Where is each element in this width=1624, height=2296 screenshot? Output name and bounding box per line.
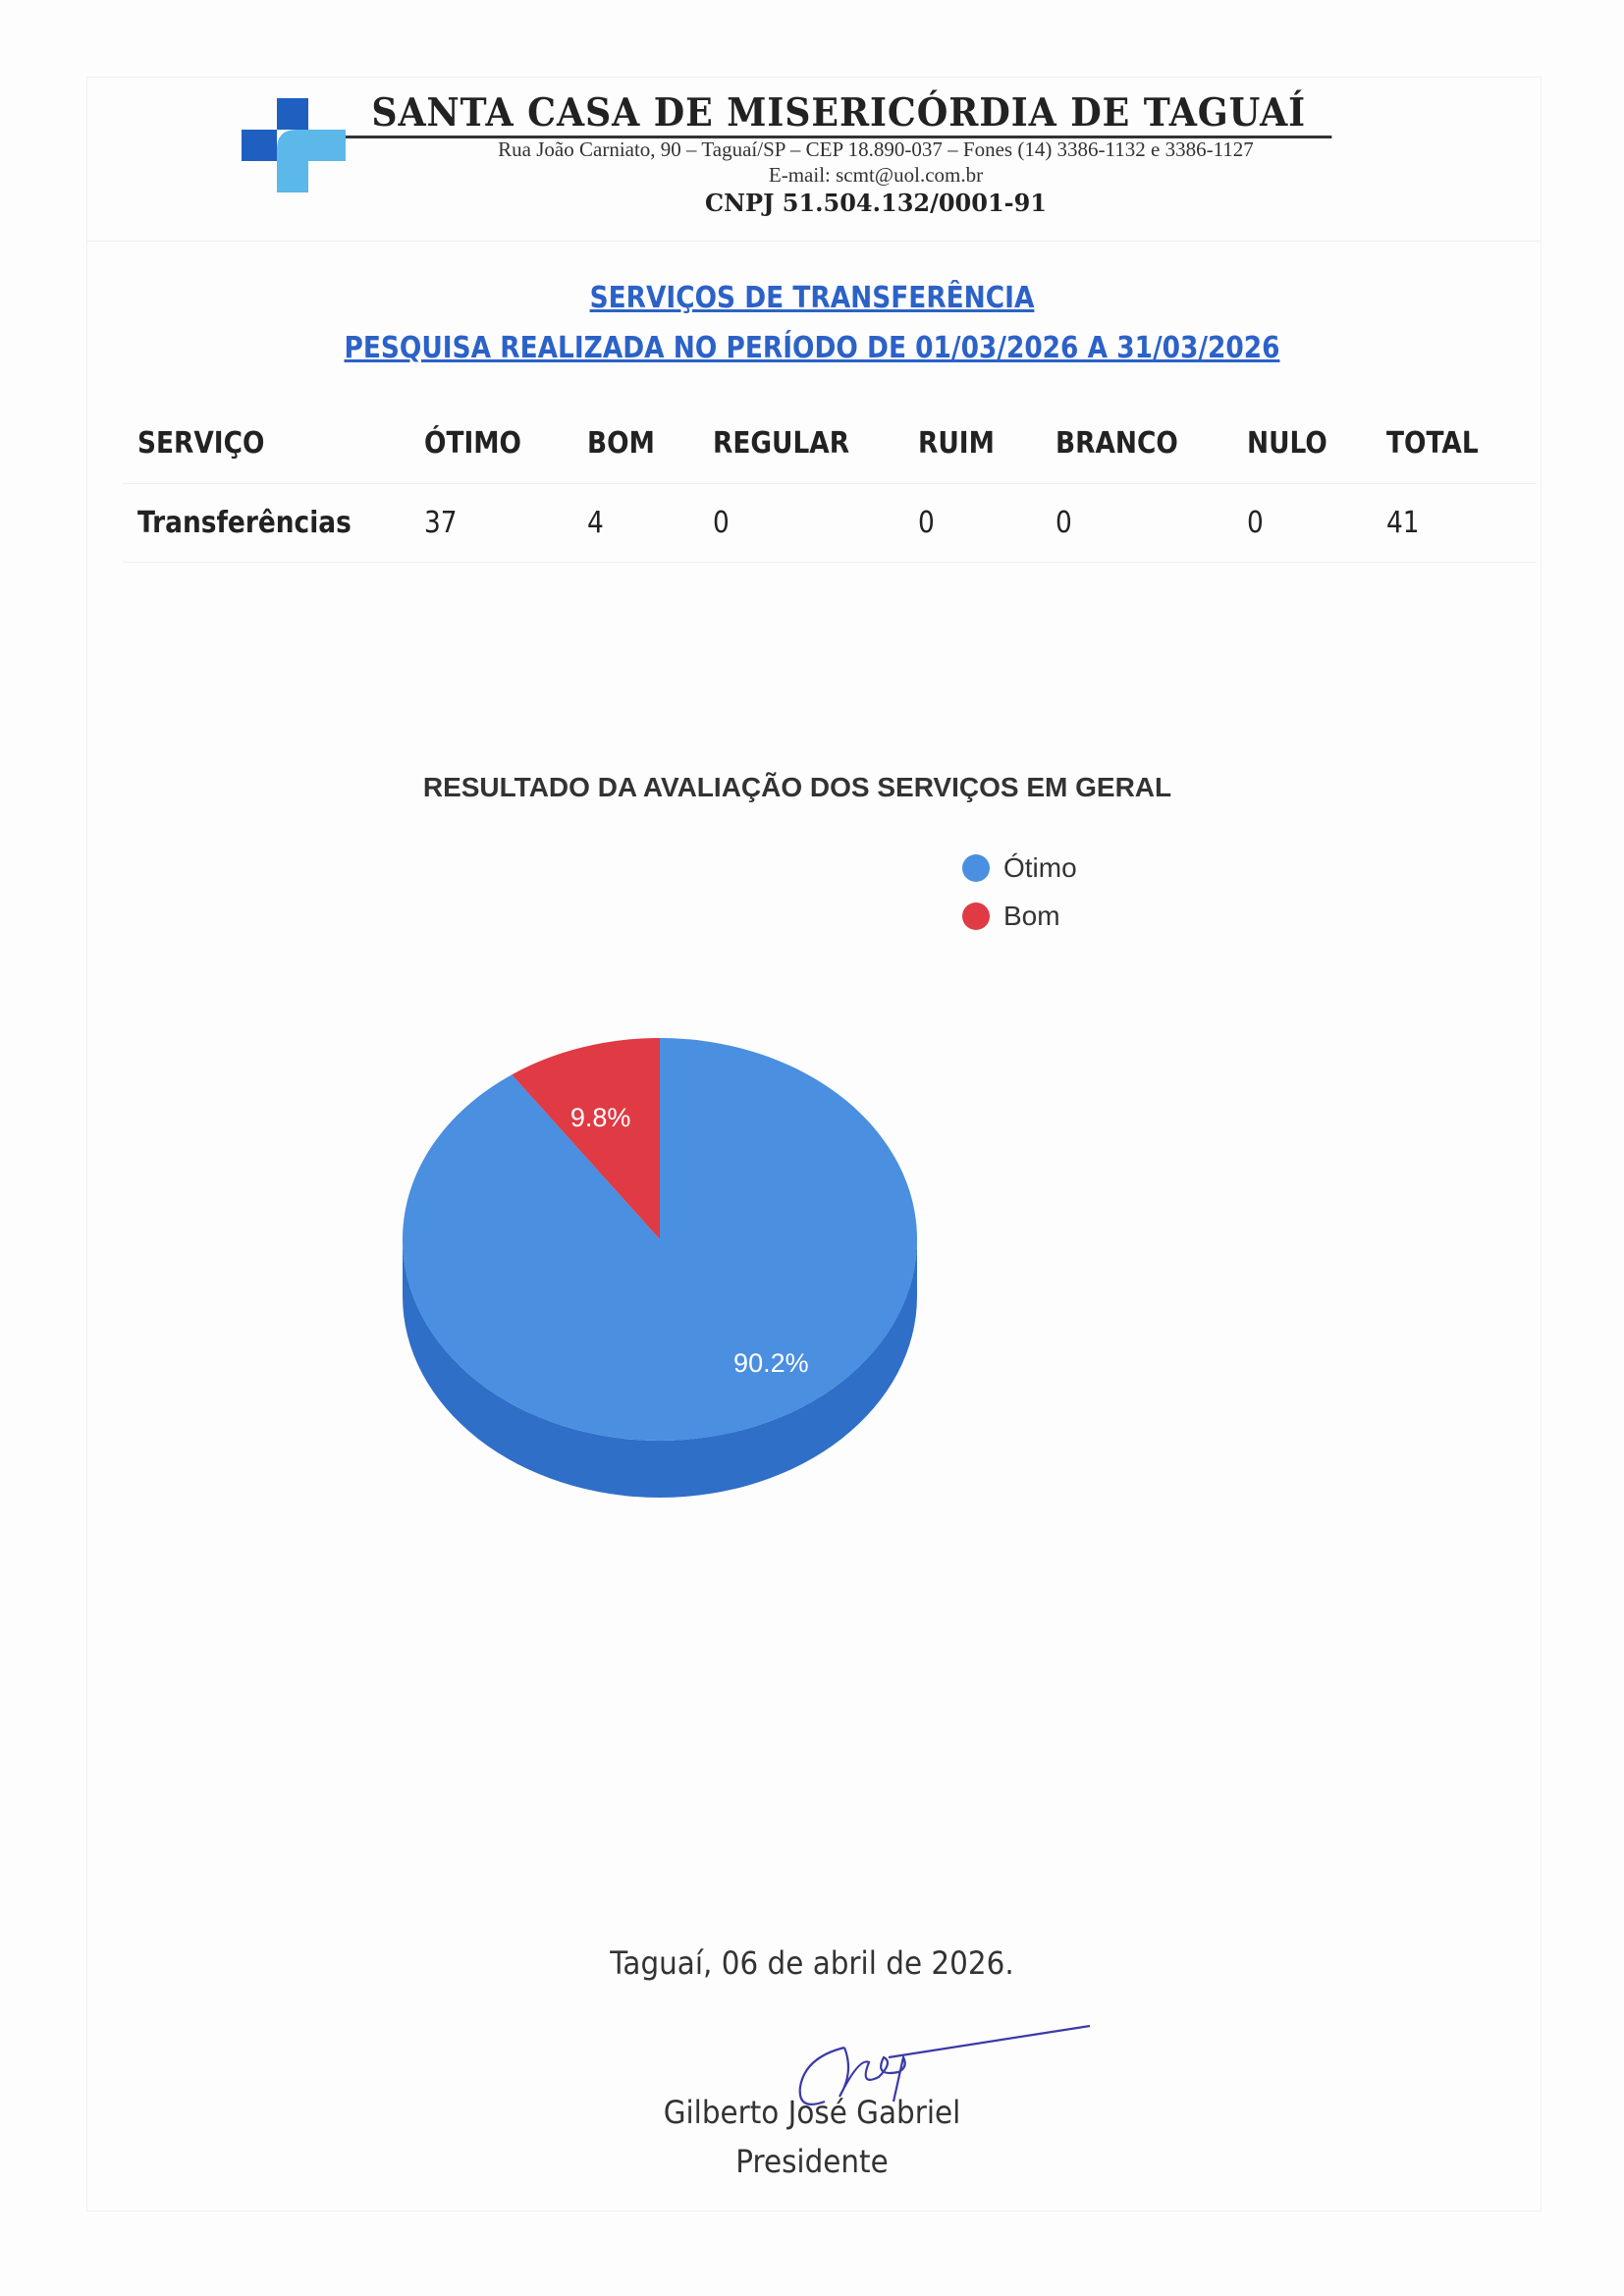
col-header: RUIM: [918, 426, 995, 461]
legend-label: Bom: [1003, 901, 1060, 931]
row-divider: [123, 483, 1537, 484]
col-header: SERVIÇO: [137, 426, 265, 461]
cell-nulo: 0: [1247, 506, 1264, 540]
signer-name: Gilberto José Gabriel: [663, 2094, 961, 2131]
cell-service: Transferências: [137, 506, 352, 540]
report-period: PESQUISA REALIZADA NO PERÍODO DE 01/03/2…: [344, 331, 1280, 365]
legend-swatch: [962, 902, 990, 930]
col-header: NULO: [1247, 426, 1327, 461]
report-title: SERVIÇOS DE TRANSFERÊNCIA: [589, 281, 1035, 315]
place-date: Taguaí, 06 de abril de 2026.: [610, 1944, 1014, 1982]
col-header: BRANCO: [1056, 426, 1178, 461]
cell-branco: 0: [1056, 506, 1072, 540]
header-divider: [86, 241, 1540, 242]
signature: [798, 2024, 1091, 2105]
legend-item-otimo: Ótimo: [962, 852, 1077, 884]
chart-title: RESULTADO DA AVALIAÇÃO DOS SERVIÇOS EM G…: [422, 772, 1172, 802]
organization-name: SANTA CASA DE MISERICÓRDIA DE TAGUAÍ: [346, 90, 1332, 138]
pie-chart: 90.2% 9.8%: [403, 1038, 918, 1498]
cell-otimo: 37: [424, 506, 458, 540]
cell-ruim: 0: [918, 506, 935, 540]
col-header: REGULAR: [713, 426, 850, 461]
col-header: BOM: [587, 426, 655, 461]
cnpj: CNPJ 51.504.132/0001-91: [704, 189, 1048, 217]
slice-label: 9.8%: [570, 1103, 631, 1132]
cell-total: 41: [1386, 506, 1420, 540]
pie-slice-bom: [512, 1038, 660, 1239]
pie-side: [403, 1239, 917, 1498]
address: Rua João Carniato, 90 – Taguaí/SP – CEP …: [498, 137, 1254, 161]
row-divider: [123, 562, 1537, 563]
col-header: TOTAL: [1386, 426, 1479, 461]
legend-label: Ótimo: [1003, 852, 1077, 883]
cell-regular: 0: [713, 506, 730, 540]
email: E-mail: scmt@uol.com.br: [768, 163, 984, 187]
page-frame: [86, 77, 1542, 2212]
cell-bom: 4: [587, 506, 604, 540]
logo-cross-icon: [242, 98, 346, 192]
legend-swatch: [962, 854, 990, 882]
col-header: ÓTIMO: [424, 426, 521, 461]
slice-label: 90.2%: [733, 1348, 809, 1378]
signer-role: Presidente: [735, 2143, 889, 2180]
legend-item-bom: Bom: [962, 901, 1060, 932]
